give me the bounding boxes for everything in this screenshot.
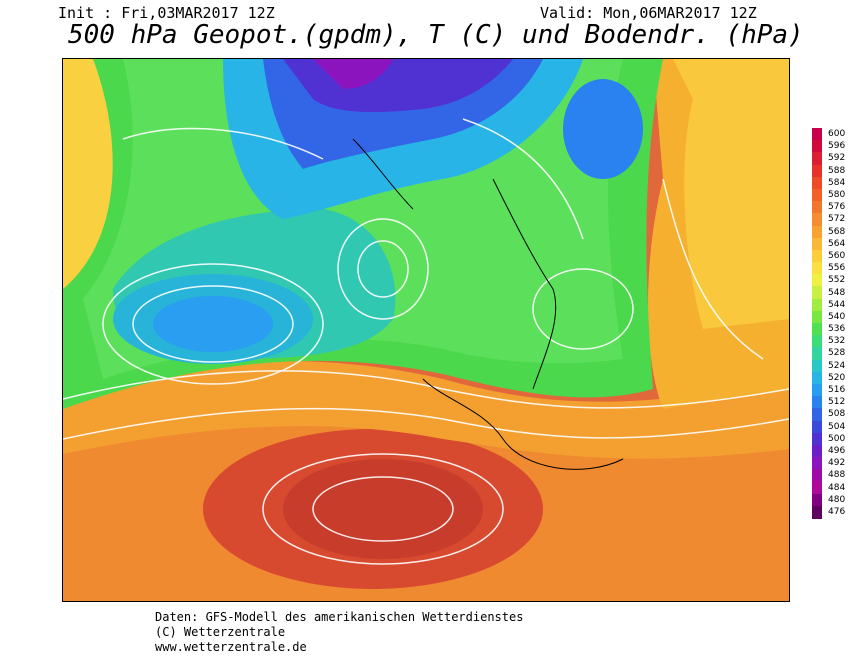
legend-tick-label: 536 [828,324,846,335]
legend-swatch [812,444,822,458]
legend-swatch [812,274,822,287]
legend-tick-label: 600 [828,129,846,140]
legend-swatch [812,432,822,446]
legend-tick-label: 588 [828,165,846,176]
legend-swatch [812,225,822,239]
legend-tick-label: 584 [828,177,846,188]
legend-swatch [812,128,822,141]
legend-swatch [812,493,822,507]
legend-swatch [812,201,822,214]
legend-tick-label: 596 [828,141,846,152]
legend-swatch [812,323,822,336]
legend-swatch [812,481,822,495]
legend-swatch [812,237,822,251]
legend-swatch [812,457,822,470]
legend-swatch [812,152,822,166]
legend-swatch [812,164,822,178]
legend-tick-label: 544 [828,299,846,310]
legend-tick-label: 524 [828,360,846,371]
legend-tick-label: 508 [828,409,846,420]
legend-swatch [812,396,822,409]
legend-swatch [812,286,822,300]
legend-tick-label: 500 [828,433,846,444]
legend-swatch [812,310,822,324]
legend-tick-label: 520 [828,372,846,383]
legend-tick-label: 552 [828,275,846,286]
legend-tick-label: 576 [828,202,846,213]
legend-swatch [812,298,822,312]
legend-tick-label: 516 [828,385,846,396]
legend-swatch [812,408,822,421]
legend-swatch [812,188,822,202]
legend-tick-label: 488 [828,470,846,481]
legend-tick-label: 484 [828,482,846,493]
legend-tick-label: 512 [828,397,846,408]
map-title: 500 hPa Geopot.(gpdm), T (C) und Bodendr… [68,20,804,50]
legend-tick-label: 592 [828,153,846,164]
legend-tick-label: 572 [828,214,846,225]
legend-tick-label: 556 [828,263,846,274]
init-time: Init : Fri,03MAR2017 12Z [58,4,275,22]
legend-tick-label: 580 [828,190,846,201]
legend-tick-label: 528 [828,348,846,359]
legend-tick-label: 492 [828,458,846,469]
legend-tick-label: 476 [828,506,846,517]
footer-data-source: Daten: GFS-Modell des amerikanischen Wet… [155,610,524,624]
legend-swatch [812,383,822,397]
legend-swatch [812,359,822,373]
weather-map [62,58,790,602]
legend-swatch [812,347,822,361]
legend-tick-label: 548 [828,287,846,298]
legend-swatch [812,420,822,434]
footer-copyright: (C) Wetterzentrale [155,625,286,639]
valid-time: Valid: Mon,06MAR2017 12Z [540,4,757,22]
color-legend: 600 596 592 588 584 580 576 572 568 564 560 556 552 5… [808,128,850,528]
legend-tick-label: 560 [828,250,846,261]
legend-swatch [812,176,822,190]
footer-website: www.wetterzentrale.de [155,640,307,654]
legend-swatch [812,262,822,275]
legend-tick-label: 568 [828,226,846,237]
legend-tick-label: 540 [828,311,846,322]
legend-tick-label: 564 [828,238,846,249]
legend-swatch [812,249,822,263]
legend-swatch [812,469,822,482]
legend-tick-label: 496 [828,445,846,456]
legend-swatch [812,371,822,385]
legend-tick-label: 532 [828,336,846,347]
legend-tick-label: 480 [828,494,846,505]
legend-swatch [812,213,822,226]
legend-swatch [812,335,822,348]
legend-color-bar [812,128,822,519]
legend-swatch [812,140,822,153]
legend-tick-label: 504 [828,421,846,432]
legend-swatch [812,505,822,519]
